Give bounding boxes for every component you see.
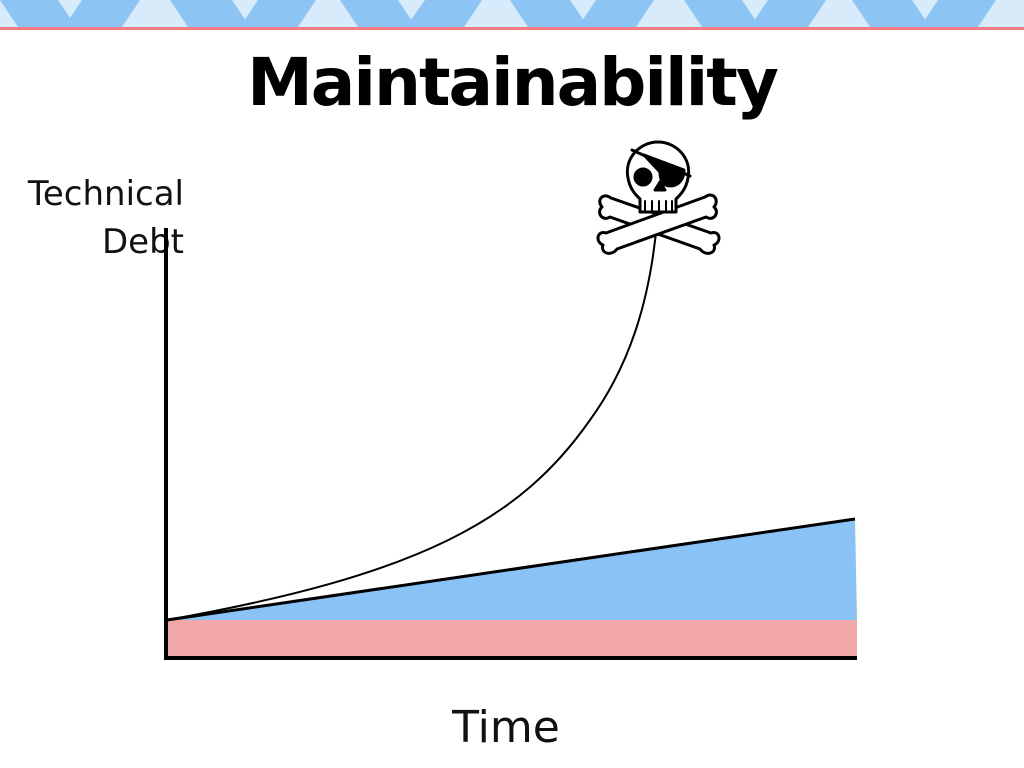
top-banner bbox=[0, 0, 1024, 30]
skull bbox=[625, 140, 692, 214]
banner-line bbox=[0, 27, 1024, 30]
x-axis-label: Time bbox=[452, 702, 560, 753]
y-axis-label: Technical Debt bbox=[28, 170, 184, 266]
y-axis-label-line-1: Technical bbox=[27, 174, 184, 214]
exponential-curve bbox=[166, 221, 658, 621]
linear-line bbox=[166, 517, 856, 622]
skull-and-crossbones-icon bbox=[596, 140, 721, 255]
banner-background bbox=[0, 0, 1024, 27]
y-axis-label-line-2: Debt bbox=[101, 222, 184, 262]
baseline-band bbox=[167, 620, 857, 658]
banner-chevrons bbox=[0, 0, 996, 27]
slide-title: Maintainability bbox=[247, 44, 779, 121]
crossbones bbox=[596, 193, 721, 255]
